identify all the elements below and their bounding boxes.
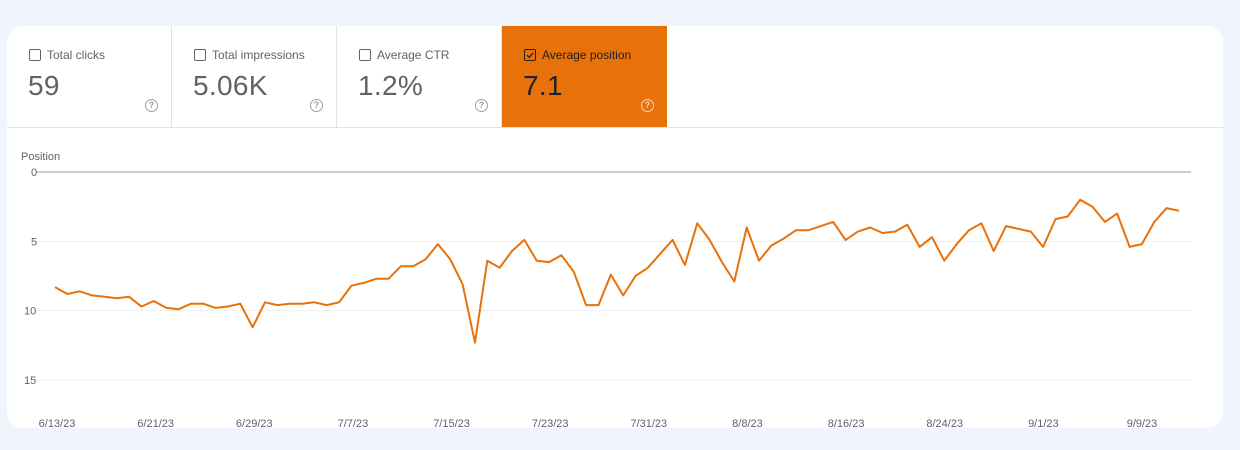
checkbox-icon[interactable]: [194, 49, 206, 61]
metric-label: Average position: [542, 48, 632, 62]
position-line[interactable]: [54, 198, 1180, 344]
metric-card-total-impressions[interactable]: Total impressions 5.06K ?: [172, 26, 337, 127]
x-tick-label: 8/8/23: [732, 418, 763, 428]
x-tick-label: 7/23/23: [532, 418, 569, 428]
metric-card-average-ctr[interactable]: Average CTR 1.2% ?: [337, 26, 502, 127]
metric-card-total-clicks[interactable]: Total clicks 59 ?: [7, 26, 172, 127]
metric-header: Average CTR: [359, 48, 449, 62]
x-tick-label: 6/21/23: [137, 418, 174, 428]
metric-header: Total impressions: [194, 48, 305, 62]
metric-header: Average position: [524, 48, 631, 62]
performance-card: Total clicks 59 ? Total impressions 5.06…: [7, 26, 1223, 428]
metric-value: 1.2%: [358, 70, 424, 101]
x-tick-label: 7/15/23: [433, 418, 470, 428]
x-tick-label: 9/9/23: [1127, 418, 1158, 428]
divider: [7, 127, 1223, 128]
checkbox-checked-icon[interactable]: [524, 49, 536, 61]
y-tick-label: 5: [31, 236, 37, 248]
checkbox-icon[interactable]: [29, 49, 41, 61]
x-tick-label: 6/29/23: [236, 418, 273, 428]
y-axis-title: Position: [21, 151, 60, 163]
x-tick-label: 8/24/23: [926, 418, 963, 428]
help-icon[interactable]: ?: [310, 99, 323, 112]
metric-label: Total impressions: [212, 48, 305, 62]
x-tick-label: 7/7/23: [338, 418, 369, 428]
checkbox-icon[interactable]: [359, 49, 371, 61]
metric-label: Total clicks: [47, 48, 106, 62]
metric-value: 5.06K: [193, 70, 268, 101]
metric-value: 59: [28, 70, 60, 101]
metric-label: Average CTR: [377, 48, 450, 62]
y-tick-label: 15: [24, 375, 36, 387]
x-tick-label: 7/31/23: [630, 418, 667, 428]
position-chart: Position 0 5 10 15 6/13/23 6/21/23 6/29/23 7/7/2…: [21, 151, 1191, 428]
y-tick-label: 0: [31, 167, 37, 179]
metric-header: Total clicks: [29, 48, 105, 62]
metric-value: 7.1: [523, 70, 563, 101]
help-icon[interactable]: ?: [641, 99, 654, 112]
x-tick-label: 9/1/23: [1028, 418, 1059, 428]
help-icon[interactable]: ?: [475, 99, 488, 112]
x-tick-label: 8/16/23: [828, 418, 865, 428]
metric-card-average-position[interactable]: Average position 7.1 ?: [502, 26, 667, 127]
metric-tabs: Total clicks 59 ? Total impressions 5.06…: [7, 26, 667, 127]
y-tick-label: 10: [24, 306, 36, 318]
x-tick-label: 6/13/23: [39, 418, 76, 428]
help-icon[interactable]: ?: [145, 99, 158, 112]
